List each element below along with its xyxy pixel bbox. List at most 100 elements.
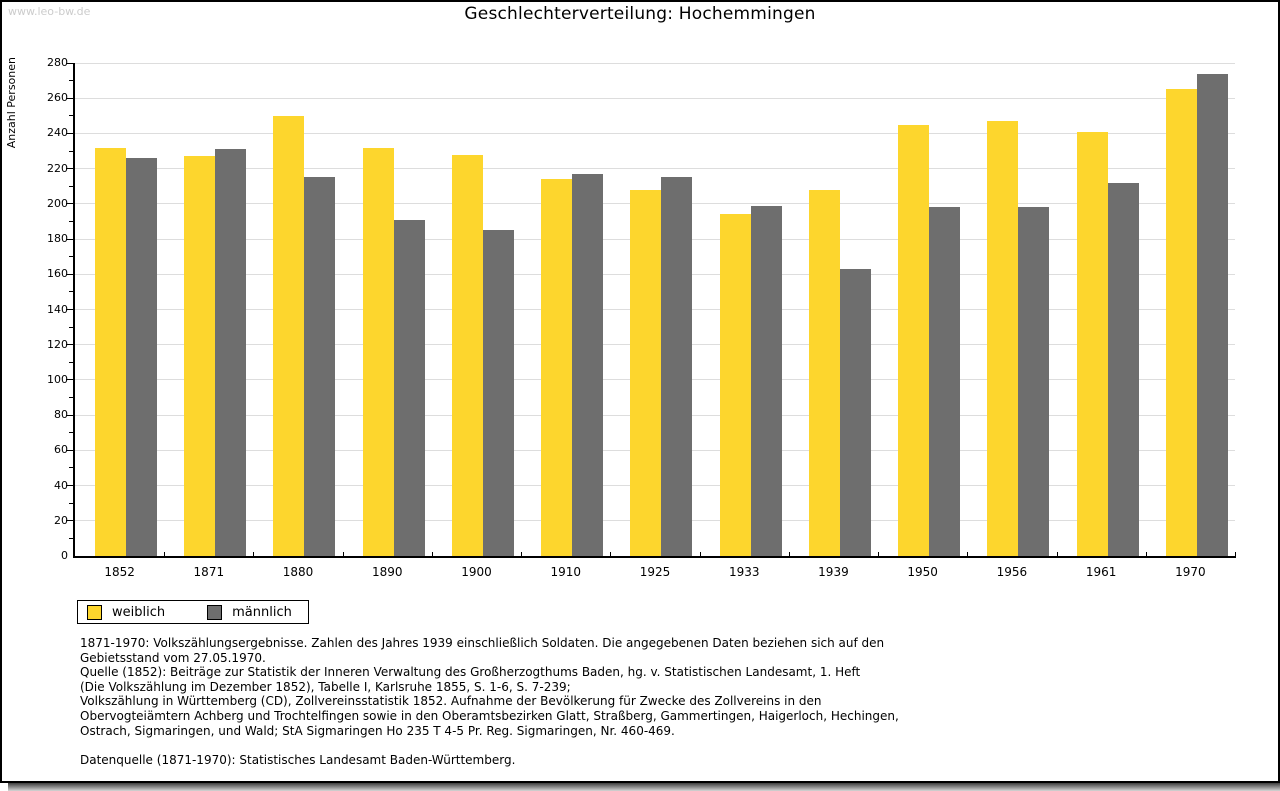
y-tick-label: 60 bbox=[54, 443, 68, 457]
bar-weiblich-1880 bbox=[273, 116, 305, 556]
legend-label-weiblich: weiblich bbox=[112, 604, 166, 620]
source-note-line: Obervogteiämtern Achberg und Trochtelfin… bbox=[80, 708, 899, 723]
y-tick bbox=[66, 203, 73, 205]
x-tick-label: 1900 bbox=[461, 565, 492, 579]
y-tick bbox=[69, 220, 73, 222]
y-axis-line bbox=[73, 63, 75, 558]
y-tick-label: 40 bbox=[54, 478, 68, 492]
y-tick bbox=[69, 150, 73, 152]
source-note-line: Quelle (1852): Beiträge zur Statistik de… bbox=[80, 665, 861, 680]
bar-weiblich-1950 bbox=[898, 125, 930, 556]
bar-männlich-1933 bbox=[750, 206, 782, 556]
legend: weiblich männlich bbox=[77, 600, 309, 624]
y-tick bbox=[69, 432, 73, 434]
y-tick bbox=[66, 62, 73, 64]
y-tick bbox=[66, 132, 73, 134]
x-tick-label: 1933 bbox=[728, 565, 760, 579]
x-tick bbox=[1057, 552, 1058, 558]
bar-weiblich-1925 bbox=[630, 190, 662, 556]
y-gridline bbox=[75, 132, 1235, 134]
y-gridline bbox=[75, 97, 1235, 99]
y-tick bbox=[69, 502, 73, 504]
x-tick-label: 1939 bbox=[818, 565, 849, 579]
bar-weiblich-1956 bbox=[987, 121, 1019, 556]
legend-item-weiblich: weiblich bbox=[87, 604, 207, 620]
bar-weiblich-1890 bbox=[362, 148, 394, 556]
y-tick-label: 280 bbox=[47, 56, 68, 69]
bar-männlich-1880 bbox=[304, 177, 336, 556]
y-tick-label: 100 bbox=[47, 372, 68, 386]
y-tick bbox=[69, 291, 73, 293]
x-tick-label: 1961 bbox=[1085, 565, 1117, 579]
bar-männlich-1890 bbox=[393, 220, 425, 556]
x-tick bbox=[610, 552, 611, 558]
bar-weiblich-1933 bbox=[719, 214, 751, 556]
bar-männlich-1871 bbox=[215, 149, 247, 556]
y-tick bbox=[69, 537, 73, 539]
y-tick bbox=[69, 115, 73, 117]
bar-weiblich-1871 bbox=[184, 156, 216, 556]
bar-männlich-1950 bbox=[929, 207, 961, 556]
legend-item-männlich: männlich bbox=[207, 604, 292, 620]
x-tick bbox=[789, 552, 790, 558]
bar-männlich-1910 bbox=[572, 174, 604, 556]
legend-label-männlich: männlich bbox=[232, 604, 292, 620]
source-note-line bbox=[80, 738, 899, 753]
source-notes: 1871-1970: Volkszählungsergebnisse. Zahl… bbox=[80, 636, 899, 767]
y-tick bbox=[69, 361, 73, 363]
y-tick bbox=[66, 379, 73, 381]
x-tick-label: 1950 bbox=[907, 565, 938, 579]
y-tick-label: 80 bbox=[54, 408, 68, 422]
x-tick-label: 1956 bbox=[996, 565, 1028, 579]
watermark: www.leo-bw.de bbox=[8, 5, 91, 18]
x-tick bbox=[164, 552, 165, 558]
plot-area bbox=[66, 62, 1236, 558]
y-gridline bbox=[75, 62, 1235, 64]
legend-swatch-weiblich bbox=[87, 604, 102, 620]
y-tick-label: 120 bbox=[47, 337, 68, 351]
bar-männlich-1970 bbox=[1196, 74, 1228, 556]
source-note-line: Volkszählung in Württemberg (CD), Zollve… bbox=[80, 694, 822, 709]
y-tick bbox=[66, 97, 73, 99]
bar-weiblich-1939 bbox=[808, 190, 840, 556]
x-tick bbox=[700, 552, 701, 558]
x-tick bbox=[1146, 552, 1147, 558]
bar-weiblich-1852 bbox=[95, 148, 126, 556]
x-tick-label: 1852 bbox=[104, 565, 135, 579]
source-note-line: 1871-1970: Volkszählungsergebnisse. Zahl… bbox=[80, 636, 885, 650]
y-tick bbox=[66, 344, 73, 346]
y-tick bbox=[69, 326, 73, 328]
bar-weiblich-1970 bbox=[1165, 89, 1197, 556]
bar-weiblich-1961 bbox=[1076, 132, 1108, 556]
x-tick bbox=[253, 552, 254, 558]
x-tick-label: 1970 bbox=[1175, 565, 1206, 579]
y-tick bbox=[66, 238, 73, 240]
x-tick-label: 1925 bbox=[639, 565, 671, 579]
y-tick bbox=[69, 80, 73, 82]
x-tick-label: 1910 bbox=[550, 565, 582, 579]
y-tick bbox=[66, 520, 73, 522]
x-tick-label: 1871 bbox=[193, 565, 225, 579]
y-axis-label: Anzahl Personen bbox=[5, 57, 18, 149]
x-tick bbox=[1235, 552, 1236, 558]
y-tick bbox=[66, 168, 73, 170]
y-tick-label: 200 bbox=[47, 196, 68, 210]
y-tick bbox=[66, 309, 73, 310]
x-tick-label: 1890 bbox=[372, 565, 403, 579]
x-tick bbox=[343, 552, 344, 558]
y-tick bbox=[66, 485, 73, 487]
y-tick bbox=[66, 414, 73, 416]
y-tick bbox=[66, 273, 73, 275]
y-tick bbox=[69, 185, 73, 187]
y-tick-label: 220 bbox=[47, 161, 68, 175]
bar-männlich-1925 bbox=[661, 177, 693, 556]
x-tick bbox=[967, 552, 968, 558]
source-note-line: (Die Volkszählung im Dezember 1852), Tab… bbox=[80, 679, 571, 694]
bar-männlich-1852 bbox=[126, 158, 157, 556]
y-tick-label: 0 bbox=[61, 549, 68, 562]
x-tick-label: 1880 bbox=[282, 565, 314, 579]
bar-männlich-1961 bbox=[1107, 183, 1139, 556]
y-tick-label: 180 bbox=[47, 232, 68, 246]
source-note-line: Ostrach, Sigmaringen, und Wald; StA Sigm… bbox=[80, 723, 675, 738]
